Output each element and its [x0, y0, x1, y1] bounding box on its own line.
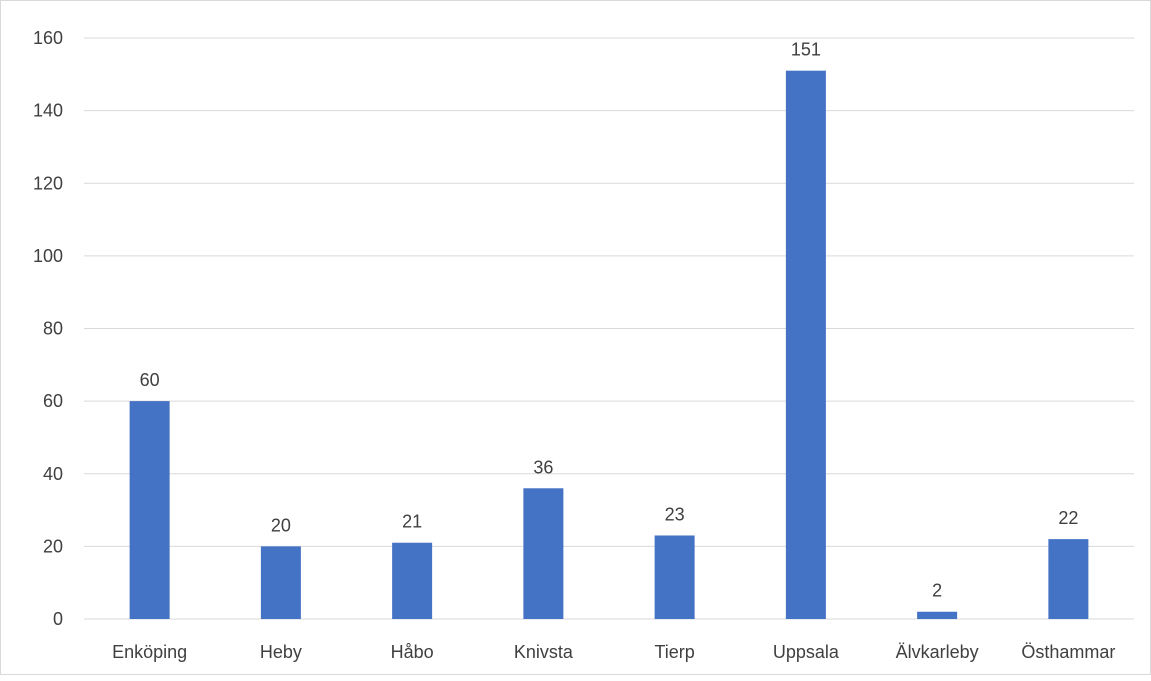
- gridlines: [84, 37, 1134, 620]
- category-label: Tierp: [654, 642, 694, 662]
- data-label: 22: [1058, 508, 1078, 528]
- y-tick-label: 100: [33, 246, 63, 266]
- y-tick-label: 0: [53, 609, 63, 629]
- category-label: Knivsta: [514, 642, 574, 662]
- y-tick-label: 140: [33, 101, 63, 121]
- y-tick-label: 60: [43, 391, 63, 411]
- data-label: 20: [271, 515, 291, 535]
- category-label: Håbo: [391, 642, 434, 662]
- category-label: Enköping: [112, 642, 187, 662]
- data-label: 2: [932, 581, 942, 601]
- y-axis-ticks: 0 20 40 60 80 100 120 140 160: [33, 28, 63, 629]
- bar: [129, 401, 170, 619]
- bar: [523, 488, 564, 619]
- category-label: Östhammar: [1021, 642, 1115, 662]
- y-tick-label: 40: [43, 464, 63, 484]
- category-label: Uppsala: [773, 642, 840, 662]
- data-label: 60: [140, 370, 160, 390]
- data-label: 23: [665, 504, 685, 524]
- bar: [785, 70, 826, 619]
- bar: [1048, 539, 1089, 619]
- data-label: 21: [402, 512, 422, 532]
- y-tick-label: 80: [43, 319, 63, 339]
- category-label: Heby: [260, 642, 302, 662]
- data-label: 36: [533, 457, 553, 477]
- bar: [917, 611, 958, 619]
- x-axis-categories: Enköping Heby Håbo Knivsta Tierp Uppsala Älvka…: [112, 642, 1115, 662]
- bar: [392, 542, 433, 619]
- data-label: 151: [791, 40, 821, 60]
- y-tick-label: 120: [33, 173, 63, 193]
- category-label: Älvkarleby: [896, 642, 979, 662]
- y-tick-label: 160: [33, 28, 63, 48]
- y-tick-label: 20: [43, 536, 63, 556]
- bar: [260, 546, 301, 619]
- bars: [129, 70, 1089, 619]
- bar: [654, 535, 695, 619]
